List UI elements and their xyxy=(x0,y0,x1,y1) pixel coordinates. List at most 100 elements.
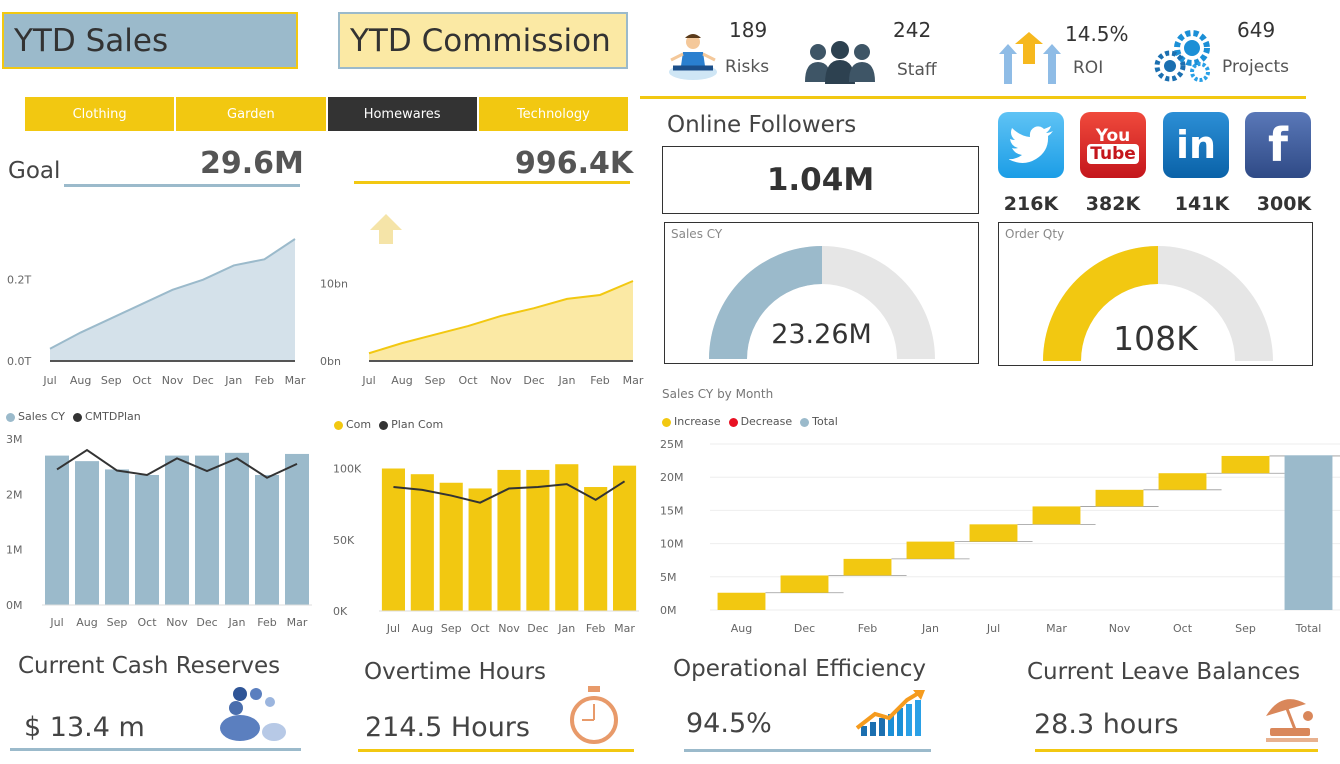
x-tick-label: Sep xyxy=(1235,622,1256,635)
goal-label: Goal xyxy=(8,158,61,184)
overtime-value: 214.5 Hours xyxy=(365,712,530,743)
commission-goal-value: 996.4K xyxy=(515,146,634,181)
area-line xyxy=(49,238,296,350)
x-tick-label: Sep xyxy=(441,622,462,635)
x-tick-label: Jan xyxy=(558,374,576,387)
bar xyxy=(165,455,189,605)
category-tabs: Clothing Garden Homewares Technology xyxy=(25,97,628,131)
x-tick-label: Dec xyxy=(196,616,217,629)
x-tick-label: Jul xyxy=(49,616,63,629)
bar xyxy=(75,461,99,605)
goal-underline xyxy=(64,184,300,187)
facebook-icon[interactable]: f xyxy=(1245,112,1311,178)
tab-clothing[interactable]: Clothing xyxy=(25,97,175,131)
tab-homewares[interactable]: Homewares xyxy=(327,97,477,131)
waterfall-bar xyxy=(1032,506,1081,525)
x-tick-label: Mar xyxy=(623,374,644,387)
up-arrows-icon xyxy=(999,32,1061,84)
x-tick-label: Jan xyxy=(228,616,246,629)
commission-bar-legend: Com Plan Com xyxy=(334,418,443,431)
linkedin-count: 141K xyxy=(1174,193,1230,215)
x-tick-label: Dec xyxy=(192,374,213,387)
overtime-title: Overtime Hours xyxy=(364,659,546,685)
x-tick-label: Jan xyxy=(224,374,242,387)
leave-underline xyxy=(1035,749,1318,752)
sales-area-chart: Jul Aug Sep Oct Nov Dec Jan Feb Mar 0.0T 0.2T xyxy=(7,238,306,387)
x-tick-label: Aug xyxy=(70,374,91,387)
legend-increase: Increase xyxy=(662,415,721,428)
x-tick-label: Sep xyxy=(425,374,446,387)
projects-value: 649 xyxy=(1237,18,1276,42)
bar xyxy=(285,453,309,605)
projects-label: Projects xyxy=(1222,57,1290,77)
waterfall-bar xyxy=(1221,455,1270,474)
ytd-sales-label: YTD Sales xyxy=(14,22,169,59)
sales-gauge-card: Sales CY 23.26M xyxy=(664,222,979,364)
legend-decrease: Decrease xyxy=(728,415,792,428)
x-tick-label: Nov xyxy=(490,374,512,387)
x-tick-label: Aug xyxy=(731,622,752,635)
youtube-icon[interactable]: You Tube xyxy=(1080,112,1146,178)
twitter-count: 216K xyxy=(1003,193,1059,215)
waterfall-chart: 0M 5M 10M 15M 20M 25M Aug Dec Feb Jan Jul Mar Nov Oct… xyxy=(660,438,1340,635)
bar xyxy=(255,474,279,605)
y-tick-label: 100K xyxy=(333,463,362,476)
x-tick-label: Jul xyxy=(986,622,1000,635)
waterfall-bar xyxy=(717,592,766,610)
x-tick-label: Mar xyxy=(285,374,306,387)
twitter-icon[interactable] xyxy=(998,112,1064,178)
y-tick-label: 0M xyxy=(660,604,677,617)
area-line xyxy=(368,280,634,355)
y-tick-label: 25M xyxy=(660,438,684,451)
bar xyxy=(105,469,129,605)
overtime-underline xyxy=(358,749,634,752)
commission-goal-underline xyxy=(354,181,630,184)
tab-technology[interactable]: Technology xyxy=(478,97,628,131)
x-tick-label: Jul xyxy=(361,374,375,387)
y-tick-label: 0bn xyxy=(320,355,341,368)
y-tick-label: 5M xyxy=(660,571,677,584)
staff-value: 242 xyxy=(893,18,932,42)
sales-bar-chart: 0M 1M 2M 3M Jul Aug Sep Oct Nov Dec Jan Feb Mar xyxy=(6,433,312,629)
youtube-count: 382K xyxy=(1085,193,1141,215)
bar xyxy=(555,464,579,611)
sales-bar-legend: Sales CY CMTDPlan xyxy=(6,410,141,423)
x-tick-label: Nov xyxy=(498,622,520,635)
y-tick-label: 1M xyxy=(6,544,23,557)
area-fill xyxy=(369,281,633,361)
linkedin-icon[interactable]: in xyxy=(1163,112,1229,178)
bar xyxy=(225,452,249,605)
tab-garden[interactable]: Garden xyxy=(176,97,326,131)
orders-gauge-card: Order Qty 108K xyxy=(998,222,1313,366)
orders-gauge-value: 108K xyxy=(1113,319,1198,358)
y-tick-label: 0K xyxy=(333,605,348,618)
followers-total: 1.04M xyxy=(662,146,979,214)
people-group-icon xyxy=(805,41,875,84)
x-tick-label: Oct xyxy=(1173,622,1193,635)
followers-title: Online Followers xyxy=(667,112,857,138)
bar xyxy=(468,488,492,611)
kpi-divider xyxy=(640,96,1306,99)
x-tick-label: Feb xyxy=(858,622,877,635)
ytd-commission-tile[interactable]: YTD Commission xyxy=(338,12,628,69)
waterfall-bar xyxy=(906,541,955,559)
y-tick-label: 0.0T xyxy=(7,355,31,368)
x-tick-label: Jan xyxy=(921,622,939,635)
efficiency-title: Operational Efficiency xyxy=(673,656,927,682)
legend-com: Com xyxy=(334,418,371,431)
y-tick-label: 50K xyxy=(333,534,355,547)
ytd-sales-tile[interactable]: YTD Sales xyxy=(2,12,298,69)
growth-chart-icon xyxy=(855,690,925,736)
legend-total: Total xyxy=(800,415,838,428)
y-tick-label: 20M xyxy=(660,471,684,484)
orders-gauge xyxy=(1043,246,1273,361)
x-tick-label: Mar xyxy=(614,622,635,635)
bar xyxy=(381,468,405,611)
x-tick-label: Jul xyxy=(42,374,56,387)
leave-value: 28.3 hours xyxy=(1034,709,1179,740)
y-tick-label: 10bn xyxy=(320,277,348,290)
plan-line xyxy=(56,448,298,479)
x-tick-label: Feb xyxy=(590,374,609,387)
bar xyxy=(584,487,608,611)
waterfall-bar xyxy=(1095,489,1144,507)
